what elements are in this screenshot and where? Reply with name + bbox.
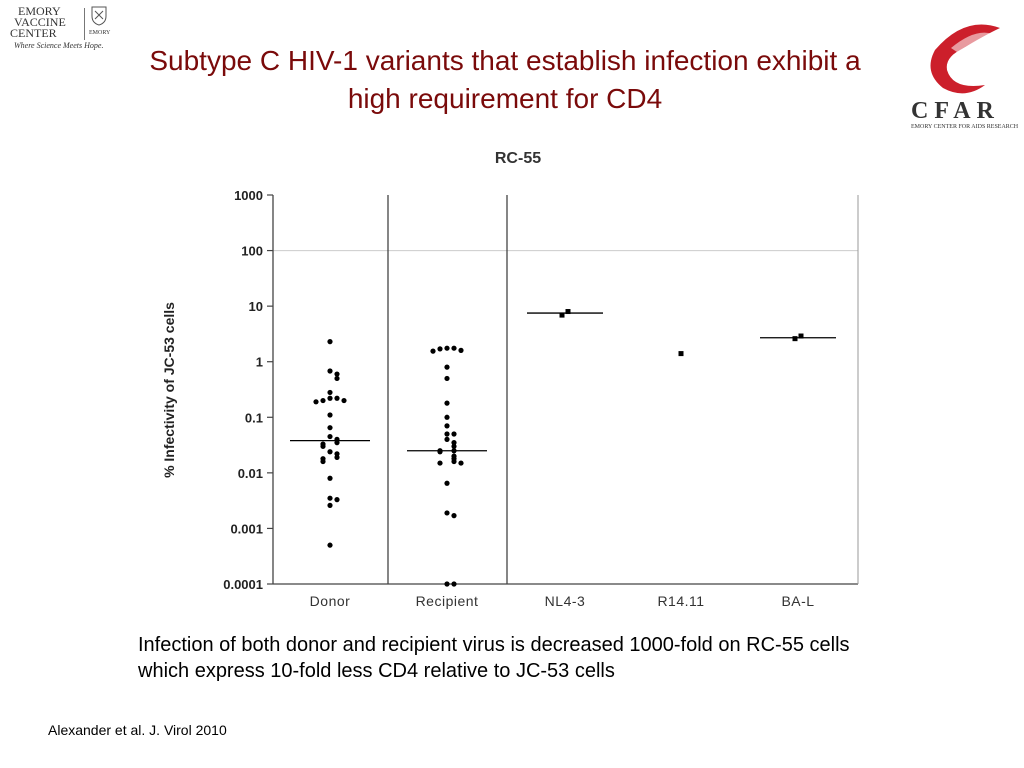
y-tick-label: 100 <box>241 244 263 259</box>
data-point-nl4-3 <box>565 309 571 315</box>
data-point-donor <box>313 399 319 405</box>
data-point-recipient <box>451 513 457 519</box>
data-point-recipient <box>444 423 450 429</box>
data-point-recipient <box>444 581 450 587</box>
data-point-donor <box>327 449 333 455</box>
data-point-nl4-3 <box>559 312 565 318</box>
data-point-donor <box>341 397 347 404</box>
logo-emory-mark: EMORY <box>89 30 111 36</box>
logo-line-emory: EMORY <box>18 4 61 18</box>
data-point-recipient <box>451 431 457 437</box>
data-point-donor <box>327 425 333 431</box>
y-axis-label: % Infectivity of JC-53 cells <box>161 302 177 478</box>
data-point-recipient <box>444 431 450 437</box>
y-tick-label: 1000 <box>234 188 263 203</box>
citation: Alexander et al. J. Virol 2010 <box>48 722 227 738</box>
data-point-donor <box>327 395 333 401</box>
data-point-donor <box>327 412 333 418</box>
data-point-donor <box>327 339 333 345</box>
chart-marks <box>290 309 836 587</box>
data-point-donor <box>334 454 340 460</box>
cfar-logo: CFAR EMORY CENTER FOR AIDS RESEARCH <box>905 10 1020 135</box>
data-point-recipient <box>458 460 464 466</box>
data-point-donor <box>334 497 340 503</box>
data-point-recipient <box>451 345 457 351</box>
data-point-donor <box>327 389 333 396</box>
data-point-donor <box>327 433 333 440</box>
data-point-donor <box>334 440 340 446</box>
y-tick-label: 0.001 <box>230 521 263 536</box>
x-tick-label: BA-L <box>781 593 814 609</box>
x-tick-label: Recipient <box>416 593 479 609</box>
emory-vaccine-center-logo: EMORY VACCINE CENTER Where Science Meets… <box>6 2 126 54</box>
cfar-subtitle: EMORY CENTER FOR AIDS RESEARCH <box>911 124 1019 130</box>
y-tick-label: 1 <box>256 355 263 370</box>
logo-line-center: CENTER <box>10 26 57 40</box>
chart-axes: 1000 100 10 1 0.1 0.01 0.001 0.0001 Donor Recipie… <box>223 188 859 609</box>
chart-title: RC-55 <box>495 150 541 167</box>
data-point-recipient <box>458 347 464 353</box>
data-point-recipient <box>444 400 450 406</box>
data-point-donor <box>320 443 326 449</box>
data-point-recipient <box>444 480 450 486</box>
data-point-donor <box>334 371 340 377</box>
data-point-recipient <box>430 348 436 354</box>
data-point-donor <box>334 375 340 382</box>
x-tick-label: Donor <box>310 593 351 609</box>
data-point-recipient <box>444 345 450 351</box>
data-point-donor <box>327 495 333 501</box>
data-point-recipient <box>444 375 450 382</box>
logo-line-vaccine: VACCINE <box>14 15 66 29</box>
data-point-donor <box>320 397 326 404</box>
y-tick-label: 0.01 <box>238 466 263 481</box>
cfar-wordmark: CFAR <box>911 98 1000 124</box>
data-point-recipient <box>451 458 457 465</box>
data-point-recipient <box>451 443 457 449</box>
data-point-r14-11 <box>678 351 684 357</box>
data-point-donor <box>327 542 333 548</box>
data-point-recipient <box>444 510 450 516</box>
data-point-donor <box>327 368 333 374</box>
x-tick-label: R14.11 <box>657 593 704 609</box>
x-tick-label: NL4-3 <box>545 593 586 609</box>
data-point-recipient <box>437 449 443 455</box>
rc55-scatter-chart: RC-55 % Infectivity of JC-53 cells 10001… <box>161 150 859 609</box>
data-point-donor <box>327 475 333 481</box>
data-point-recipient <box>437 460 443 466</box>
data-point-donor <box>320 458 326 465</box>
data-point-ba-l <box>792 336 798 342</box>
y-tick-label: 0.1 <box>245 410 263 425</box>
data-point-ba-l <box>798 333 804 339</box>
data-point-recipient <box>444 414 450 420</box>
data-point-donor <box>327 502 333 508</box>
data-point-recipient <box>444 436 450 442</box>
data-point-recipient <box>437 346 443 352</box>
y-tick-label: 10 <box>249 299 263 314</box>
emory-shield-icon <box>91 6 107 26</box>
logo-divider <box>84 8 85 40</box>
cfar-swirl-icon <box>930 24 1000 94</box>
data-point-recipient <box>444 364 450 370</box>
data-point-donor <box>334 395 340 401</box>
slide-caption: Infection of both donor and recipient vi… <box>138 634 850 682</box>
slide-title: Subtype C HIV-1 variants that establish … <box>149 45 861 114</box>
data-point-recipient <box>451 440 457 446</box>
y-tick-label: 0.0001 <box>223 577 263 592</box>
data-point-recipient <box>451 581 457 587</box>
logo-tagline: Where Science Meets Hope. <box>14 41 104 50</box>
